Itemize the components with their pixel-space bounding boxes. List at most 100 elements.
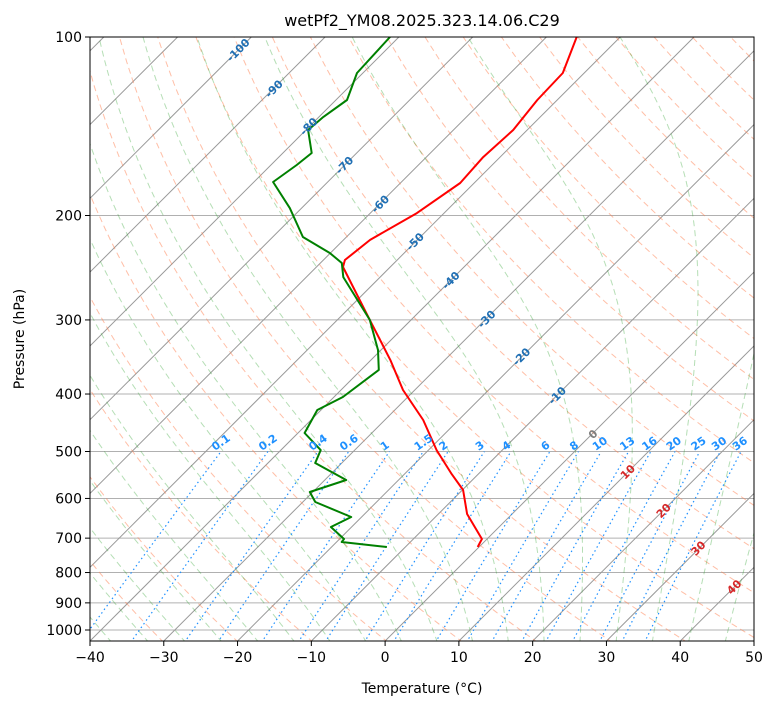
isotherm-line — [90, 37, 547, 495]
isotherm-label: -90 — [263, 77, 286, 100]
isotherm-line — [753, 640, 754, 641]
isotherm-line — [90, 37, 621, 568]
dry-adiabat-line — [90, 193, 462, 641]
moist-adiabat-line — [264, 37, 545, 641]
dry-adiabat-line — [90, 388, 313, 641]
x-tick-label: 10 — [450, 650, 468, 666]
y-tick-label: 1000 — [46, 623, 82, 639]
moist-adiabat-line — [688, 351, 754, 641]
moist-adiabat-line — [90, 479, 222, 641]
mixing-ratio-label: 0.1 — [209, 432, 232, 454]
mixing-ratio-label: 30 — [709, 434, 729, 454]
x-tick-label: −40 — [75, 650, 105, 666]
mixing-ratio-line — [261, 451, 390, 641]
y-tick-label: 500 — [55, 444, 82, 460]
isotherm-line — [90, 37, 252, 200]
moist-adiabat-line — [90, 142, 402, 641]
isotherm-line — [531, 418, 754, 641]
axes: −40 −30 −20 −10 0 10 20 30 40 50 100 200 300 400 500 60… — [46, 30, 763, 666]
dry-adiabat-line — [691, 37, 754, 101]
x-tick-label: −30 — [149, 650, 179, 666]
dry-adiabat-line — [309, 37, 754, 507]
moist-adiabat-line — [724, 531, 754, 641]
mixing-ratio-label: 0.2 — [256, 432, 279, 454]
moist-adiabat-line — [90, 429, 259, 641]
dry-adiabat-line — [90, 69, 537, 641]
dry-adiabat-line — [90, 475, 238, 641]
line-labels: 0.1 0.2 0.4 0.6 1 1.5 2 3 4 6 8 10 13 16 20 25 30 36-100-… — [209, 36, 750, 598]
mixing-ratio-line — [393, 451, 512, 641]
dewpoint-profile-line — [272, 37, 391, 548]
x-tick-label: 20 — [524, 650, 542, 666]
isotherm-line — [90, 37, 326, 273]
isotherm-line — [90, 37, 474, 421]
y-tick-label: 900 — [55, 596, 82, 612]
y-tick-label: 800 — [55, 566, 82, 582]
mixing-ratio-label: 0.4 — [306, 431, 330, 453]
mixing-ratio-label: 25 — [689, 434, 709, 453]
x-tick-label: 50 — [745, 650, 763, 666]
moist-adiabat-line — [467, 37, 633, 641]
y-axis-label: Pressure (hPa) — [12, 289, 28, 389]
chart-title: wetPf2_YM08.2025.323.14.06.C29 — [284, 11, 560, 31]
dry-adiabat-line — [769, 37, 775, 643]
mixing-ratio-label: 13 — [617, 434, 637, 453]
y-tick-label: 600 — [55, 491, 82, 507]
isotherm-label: 20 — [654, 501, 674, 521]
mixing-ratio-line — [184, 451, 319, 641]
mixing-ratio-label: 16 — [640, 434, 660, 454]
dry-adiabat-line — [348, 37, 754, 464]
moist-adiabat-line — [90, 527, 186, 641]
isotherm-line — [90, 37, 400, 347]
isotherm-line — [236, 123, 754, 641]
mixing-ratio-line — [466, 451, 580, 641]
isotherm-label: -60 — [369, 192, 392, 215]
temperature-profile-line — [342, 37, 578, 548]
plot-frame — [89, 36, 755, 642]
mixing-ratio-line — [217, 451, 350, 641]
y-tick-label: 100 — [55, 30, 82, 46]
moist-adiabat-line — [196, 37, 509, 641]
isotherm-line — [605, 492, 754, 641]
mixing-ratio-line — [325, 451, 449, 641]
moist-adiabat-line — [619, 37, 699, 641]
dry-adiabat-line — [653, 37, 754, 140]
dry-adiabat-line — [157, 37, 687, 641]
isotherm-label: -30 — [475, 307, 498, 330]
dry-adiabat-line — [424, 37, 754, 381]
mixing-ratio-line — [572, 451, 676, 641]
x-tick-label: 30 — [598, 650, 616, 666]
mixing-ratio-line — [364, 451, 485, 641]
x-tick-label: −20 — [223, 650, 253, 666]
dry-adiabat-line — [90, 295, 388, 641]
moist-adiabat-line — [98, 37, 438, 641]
dry-adiabat-line — [119, 37, 612, 641]
isotherm-line — [310, 197, 754, 641]
moist-adiabat-line — [90, 237, 367, 641]
x-tick-label: 40 — [671, 650, 689, 666]
mixing-ratio-label: 20 — [664, 434, 684, 454]
moist-adiabat-line — [90, 572, 149, 641]
mixing-ratio-line — [298, 451, 424, 641]
dry-adiabat-line — [195, 37, 754, 639]
mixing-ratio-line — [521, 451, 630, 641]
mixing-ratio-label: 0.6 — [337, 431, 361, 453]
dry-adiabat-line — [730, 37, 754, 62]
y-tick-label: 300 — [55, 313, 82, 329]
moist-adiabat-line — [351, 37, 583, 641]
mixing-ratio-line — [435, 451, 551, 641]
dry-adiabat-line — [386, 37, 754, 422]
mixing-ratio-label: 1.5 — [412, 432, 435, 454]
y-tick-label: 400 — [55, 387, 82, 403]
y-tick-label: 200 — [55, 209, 82, 225]
moist-adiabat-line — [90, 374, 295, 641]
data-series — [272, 37, 578, 548]
background-lines — [90, 37, 775, 643]
mixing-ratio-line — [545, 451, 652, 641]
mixing-ratio-line — [90, 451, 222, 631]
mixing-ratio-label: 36 — [730, 434, 750, 454]
x-axis-label: Temperature (°C) — [361, 681, 483, 697]
dry-adiabat-line — [233, 37, 754, 594]
x-tick-label: 0 — [381, 650, 390, 666]
